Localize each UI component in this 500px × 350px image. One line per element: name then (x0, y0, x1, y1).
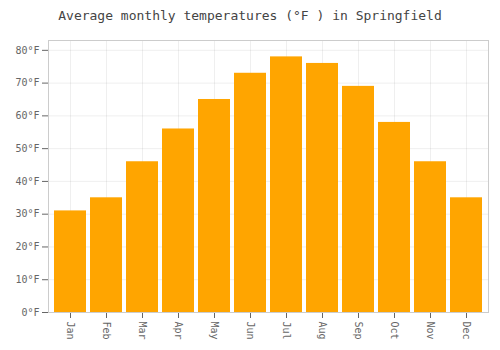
svg-text:40°F: 40°F (15, 176, 39, 187)
svg-text:20°F: 20°F (15, 241, 39, 252)
svg-text:Jun: Jun (245, 322, 256, 340)
svg-text:Nov: Nov (425, 322, 436, 340)
svg-text:60°F: 60°F (15, 110, 39, 121)
svg-text:Sep: Sep (353, 322, 364, 340)
svg-text:30°F: 30°F (15, 208, 39, 219)
svg-text:70°F: 70°F (15, 77, 39, 88)
svg-text:80°F: 80°F (15, 45, 39, 56)
svg-text:10°F: 10°F (15, 274, 39, 285)
svg-text:Mar: Mar (137, 322, 148, 340)
svg-text:May: May (209, 322, 220, 340)
svg-text:Oct: Oct (389, 322, 400, 340)
svg-text:Aug: Aug (317, 322, 328, 340)
svg-text:50°F: 50°F (15, 143, 39, 154)
html-text:Average monthly temperatures (: Average monthly temperatures (°F ) in Sp… (58, 8, 442, 23)
svg-text:Dec: Dec (461, 322, 472, 340)
svg-text:Apr: Apr (173, 322, 184, 340)
svg-text:Jan: Jan (65, 322, 76, 340)
svg-text:Feb: Feb (101, 322, 112, 340)
svg-text:Jul: Jul (281, 322, 292, 340)
svg-text:0°F: 0°F (21, 307, 39, 318)
